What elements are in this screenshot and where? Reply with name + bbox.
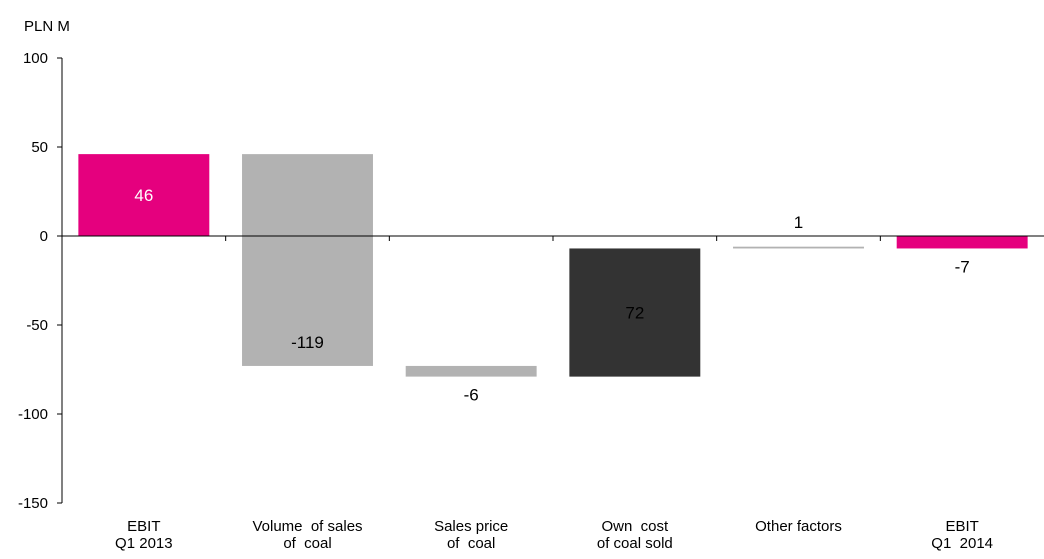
category-label: of coal [283, 535, 331, 552]
category-label: of coal sold [597, 535, 673, 552]
y-tick-label: 50 [31, 139, 48, 156]
category-label: Other factors [755, 518, 842, 535]
data-label: -7 [955, 257, 970, 276]
y-tick-label: 100 [23, 50, 48, 67]
category-label: Volume of sales [252, 518, 362, 535]
y-axis-unit-label: PLN M [24, 18, 70, 35]
category-label: of coal [447, 535, 495, 552]
bar [242, 154, 373, 366]
y-tick-label: -100 [18, 406, 48, 423]
bar [733, 246, 864, 249]
category-label: Q1 2013 [115, 535, 173, 552]
bar [896, 236, 1028, 249]
y-tick-label: -50 [26, 317, 48, 334]
category-label: Own cost [601, 518, 669, 535]
data-label: -119 [291, 333, 324, 352]
data-label: 1 [794, 213, 803, 232]
bar [569, 248, 701, 377]
y-tick-label: 0 [40, 228, 48, 245]
category-label: EBIT [945, 518, 978, 535]
data-label: 72 [625, 304, 644, 323]
y-tick-label: -150 [18, 495, 48, 512]
category-label: Sales price [434, 518, 508, 535]
category-label: EBIT [127, 518, 160, 535]
bar [78, 154, 210, 236]
data-label: 46 [134, 186, 153, 205]
data-label: -6 [464, 386, 479, 405]
category-label: Q1 2014 [931, 535, 993, 552]
bar [405, 365, 537, 377]
